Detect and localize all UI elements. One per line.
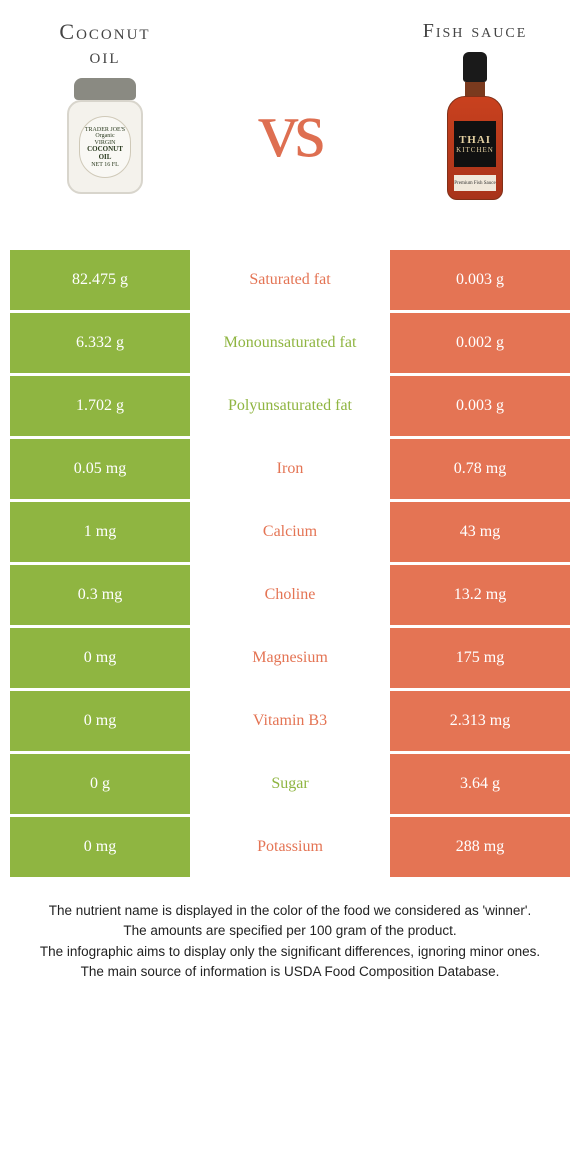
nutrient-name-cell: Vitamin B3 bbox=[190, 691, 390, 751]
table-row: 1.702 gPolyunsaturated fat0.003 g bbox=[10, 376, 570, 436]
left-product-title: Coconut oil bbox=[10, 20, 200, 68]
nutrient-name-cell: Sugar bbox=[190, 754, 390, 814]
right-value-cell: 0.003 g bbox=[390, 250, 570, 310]
table-row: 6.332 gMonounsaturated fat0.002 g bbox=[10, 313, 570, 373]
left-value-cell: 0 mg bbox=[10, 817, 190, 877]
nutrient-name-cell: Potassium bbox=[190, 817, 390, 877]
nutrient-name-cell: Monounsaturated fat bbox=[190, 313, 390, 373]
caption-line-4: The main source of information is USDA F… bbox=[30, 962, 550, 982]
right-value-cell: 43 mg bbox=[390, 502, 570, 562]
right-value-cell: 3.64 g bbox=[390, 754, 570, 814]
table-row: 0.05 mgIron0.78 mg bbox=[10, 439, 570, 499]
right-value-cell: 288 mg bbox=[390, 817, 570, 877]
left-title-line1: Coconut bbox=[59, 19, 150, 44]
left-value-cell: 1.702 g bbox=[10, 376, 190, 436]
left-title-line2: oil bbox=[90, 43, 121, 68]
table-row: 0 gSugar3.64 g bbox=[10, 754, 570, 814]
fish-sauce-bottle-icon: THAI KITCHEN Premium Fish Sauce bbox=[445, 52, 505, 202]
nutrient-name-cell: Calcium bbox=[190, 502, 390, 562]
table-row: 0 mgVitamin B32.313 mg bbox=[10, 691, 570, 751]
right-value-cell: 175 mg bbox=[390, 628, 570, 688]
caption-line-1: The nutrient name is displayed in the co… bbox=[30, 901, 550, 921]
left-value-cell: 6.332 g bbox=[10, 313, 190, 373]
left-value-cell: 1 mg bbox=[10, 502, 190, 562]
coconut-oil-jar-icon: TRADER JOE'S Organic VIRGIN COCONUT OIL … bbox=[65, 78, 145, 198]
table-row: 0 mgMagnesium175 mg bbox=[10, 628, 570, 688]
left-product-header: Coconut oil TRADER JOE'S Organic VIRGIN … bbox=[10, 20, 200, 198]
table-row: 0 mgPotassium288 mg bbox=[10, 817, 570, 877]
right-product-title: Fish sauce bbox=[380, 20, 570, 42]
caption-line-3: The infographic aims to display only the… bbox=[30, 942, 550, 962]
vs-separator: vs bbox=[200, 20, 380, 240]
right-value-cell: 13.2 mg bbox=[390, 565, 570, 625]
nutrient-name-cell: Polyunsaturated fat bbox=[190, 376, 390, 436]
right-value-cell: 2.313 mg bbox=[390, 691, 570, 751]
left-value-cell: 82.475 g bbox=[10, 250, 190, 310]
left-value-cell: 0.3 mg bbox=[10, 565, 190, 625]
right-product-header: Fish sauce THAI KITCHEN Premium Fish Sau… bbox=[380, 20, 570, 202]
vs-text: vs bbox=[258, 85, 321, 176]
table-row: 1 mgCalcium43 mg bbox=[10, 502, 570, 562]
nutrient-name-cell: Saturated fat bbox=[190, 250, 390, 310]
nutrient-name-cell: Choline bbox=[190, 565, 390, 625]
left-value-cell: 0 mg bbox=[10, 691, 190, 751]
right-value-cell: 0.003 g bbox=[390, 376, 570, 436]
comparison-table: 82.475 gSaturated fat0.003 g6.332 gMonou… bbox=[10, 250, 570, 877]
table-row: 0.3 mgCholine13.2 mg bbox=[10, 565, 570, 625]
right-value-cell: 0.002 g bbox=[390, 313, 570, 373]
caption-block: The nutrient name is displayed in the co… bbox=[30, 901, 550, 982]
nutrient-name-cell: Iron bbox=[190, 439, 390, 499]
left-value-cell: 0.05 mg bbox=[10, 439, 190, 499]
comparison-header: Coconut oil TRADER JOE'S Organic VIRGIN … bbox=[0, 0, 580, 240]
caption-line-2: The amounts are specified per 100 gram o… bbox=[30, 921, 550, 941]
right-value-cell: 0.78 mg bbox=[390, 439, 570, 499]
table-row: 82.475 gSaturated fat0.003 g bbox=[10, 250, 570, 310]
left-value-cell: 0 mg bbox=[10, 628, 190, 688]
left-value-cell: 0 g bbox=[10, 754, 190, 814]
nutrient-name-cell: Magnesium bbox=[190, 628, 390, 688]
